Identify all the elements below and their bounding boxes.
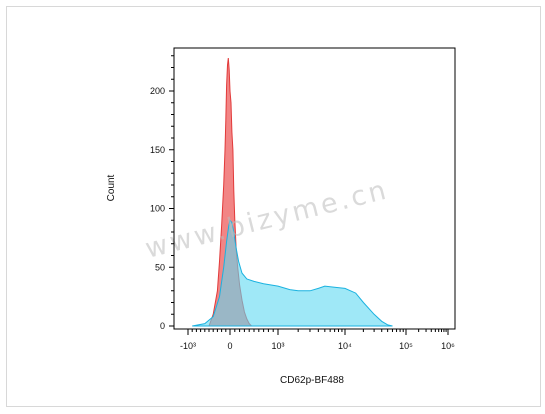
x-axis-title: CD62p-BF488	[280, 375, 344, 386]
histogram-areas	[192, 58, 393, 327]
y-tick-label: 200	[150, 86, 165, 96]
x-tick-label: 0	[227, 341, 232, 351]
x-tick-label: 10³	[271, 341, 284, 351]
x-axis: -10³ 0 10³ 10⁴ 10⁵ 10⁶	[180, 329, 455, 351]
chart-frame	[6, 6, 541, 407]
y-tick-label: 50	[155, 262, 165, 272]
histogram-series-2	[192, 219, 393, 327]
watermark: www.bizyme.cn	[142, 174, 392, 264]
y-tick-label: 150	[150, 145, 165, 155]
y-tick-label: 100	[150, 204, 165, 214]
x-tick-label: 10⁵	[399, 341, 413, 351]
x-tick-label: -10³	[180, 341, 196, 351]
x-tick-label: 10⁴	[338, 341, 352, 351]
y-axis: 0 50 100 150 200	[150, 55, 174, 331]
y-axis-title: Count	[106, 174, 117, 201]
y-tick-label: 0	[160, 321, 165, 331]
plot-area-border	[173, 47, 456, 330]
x-tick-label: 10⁶	[441, 341, 455, 351]
